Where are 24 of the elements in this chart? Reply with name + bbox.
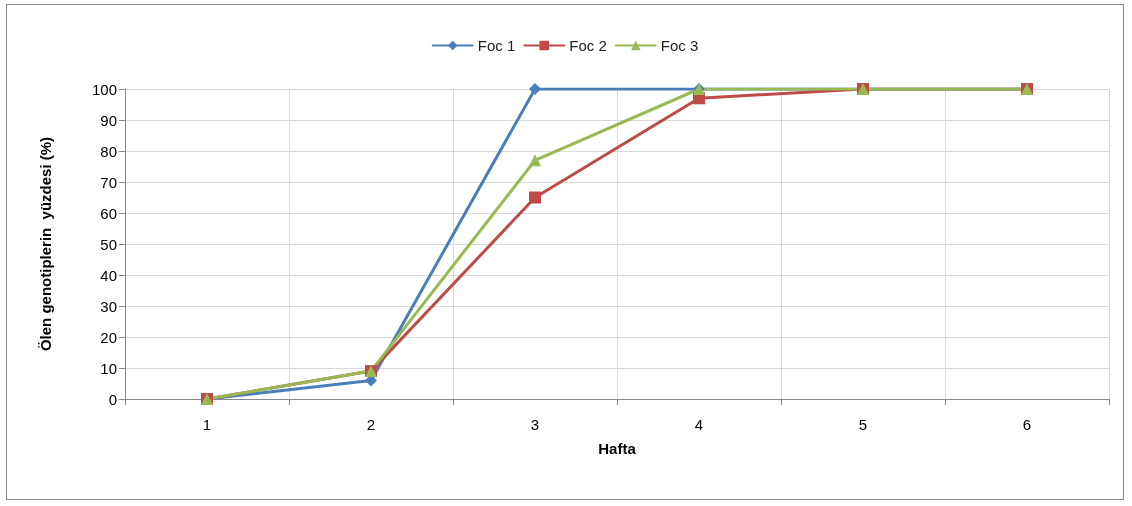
legend-label: Foc 3 bbox=[660, 37, 699, 54]
x-tick-label: 3 bbox=[530, 416, 540, 433]
legend-label: Foc 1 bbox=[477, 37, 516, 54]
y-tick-label: 20 bbox=[100, 328, 117, 346]
x-tick-label: 1 bbox=[202, 416, 212, 433]
y-tick-label: 50 bbox=[100, 235, 117, 253]
y-tick-label: 70 bbox=[100, 173, 117, 191]
x-tick-label: 2 bbox=[366, 416, 376, 433]
point bbox=[529, 83, 541, 95]
x-tick-label: 4 bbox=[694, 416, 704, 433]
y-tick-label: 10 bbox=[100, 359, 117, 377]
y-tick-label: 60 bbox=[100, 204, 117, 222]
x-tick-label: 6 bbox=[1022, 416, 1032, 433]
y-tick-label: 80 bbox=[100, 142, 117, 160]
y-axis-title: Ölen genotiplerin yüzdesi (%) bbox=[37, 136, 54, 352]
y-tick-label: 0 bbox=[108, 390, 117, 408]
y-tick-label: 90 bbox=[100, 111, 117, 129]
x-tick-label: 5 bbox=[858, 416, 868, 433]
y-tick-label: 30 bbox=[100, 297, 117, 315]
y-tick-label: 40 bbox=[100, 266, 117, 284]
y-tick-label: 100 bbox=[91, 80, 117, 98]
x-axis-title: Hafta bbox=[598, 440, 637, 457]
point bbox=[529, 191, 541, 204]
legend-label: Foc 2 bbox=[569, 37, 607, 54]
